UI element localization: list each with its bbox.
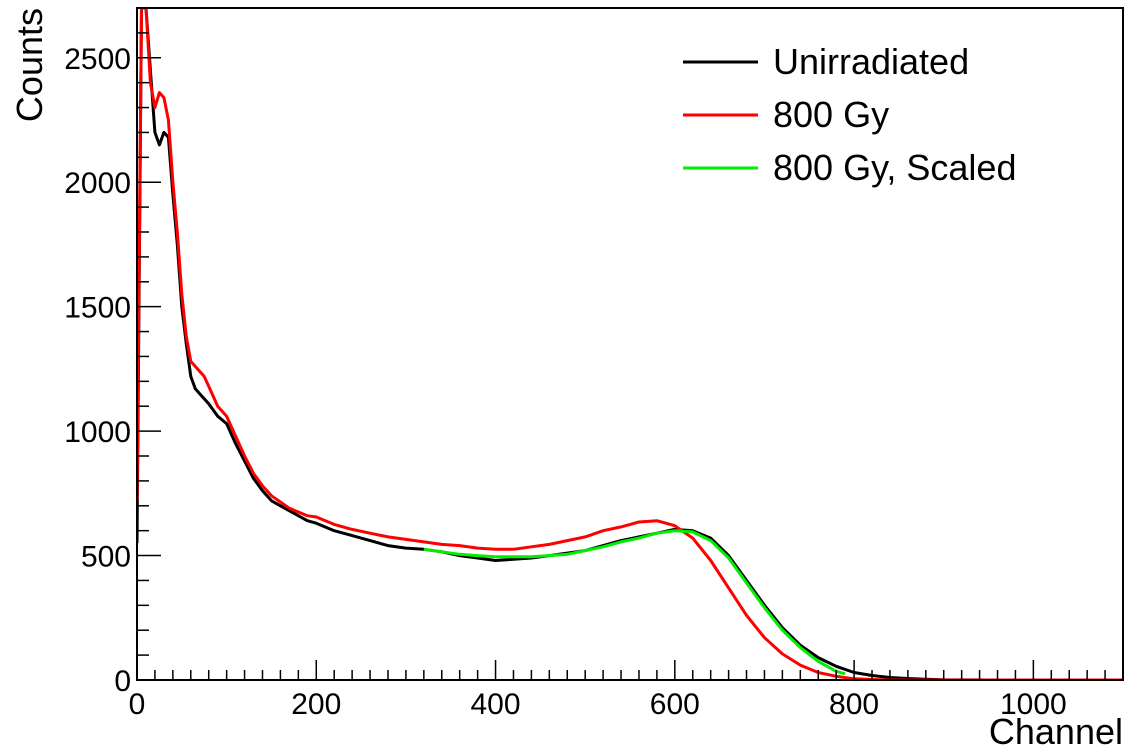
- legend-label-2: 800 Gy: [773, 94, 889, 135]
- y-tick-label: 2000: [64, 167, 131, 200]
- x-tick-label: 400: [471, 688, 521, 721]
- x-tick-label: 0: [129, 688, 146, 721]
- y-tick-label: 0: [114, 665, 131, 698]
- y-tick-label: 1000: [64, 416, 131, 449]
- y-tick-label: 2500: [64, 43, 131, 76]
- legend: Unirradiated 800 Gy 800 Gy, Scaled: [683, 41, 1016, 188]
- y-axis-title: Counts: [9, 8, 50, 122]
- legend-label-3: 800 Gy, Scaled: [773, 147, 1016, 188]
- x-tick-label: 600: [650, 688, 700, 721]
- series-line-2: [137, 8, 1123, 680]
- x-tick-label: 1000: [1000, 688, 1067, 721]
- x-tick-label: 800: [829, 688, 879, 721]
- series-layer: [137, 8, 1123, 680]
- y-tick-label: 1500: [64, 292, 131, 325]
- series-line-1: [137, 8, 1123, 680]
- axes-layer: 0 200 400 600 800 1000 0 500 1000 1500 2000 2500: [64, 7, 1124, 721]
- plot-frame: [136, 7, 1124, 681]
- legend-label-1: Unirradiated: [773, 41, 969, 82]
- series-line-3: [423, 529, 846, 676]
- y-tick-label: 500: [81, 541, 131, 574]
- x-tick-label: 200: [291, 688, 341, 721]
- x-axis-title: Channel: [989, 711, 1123, 752]
